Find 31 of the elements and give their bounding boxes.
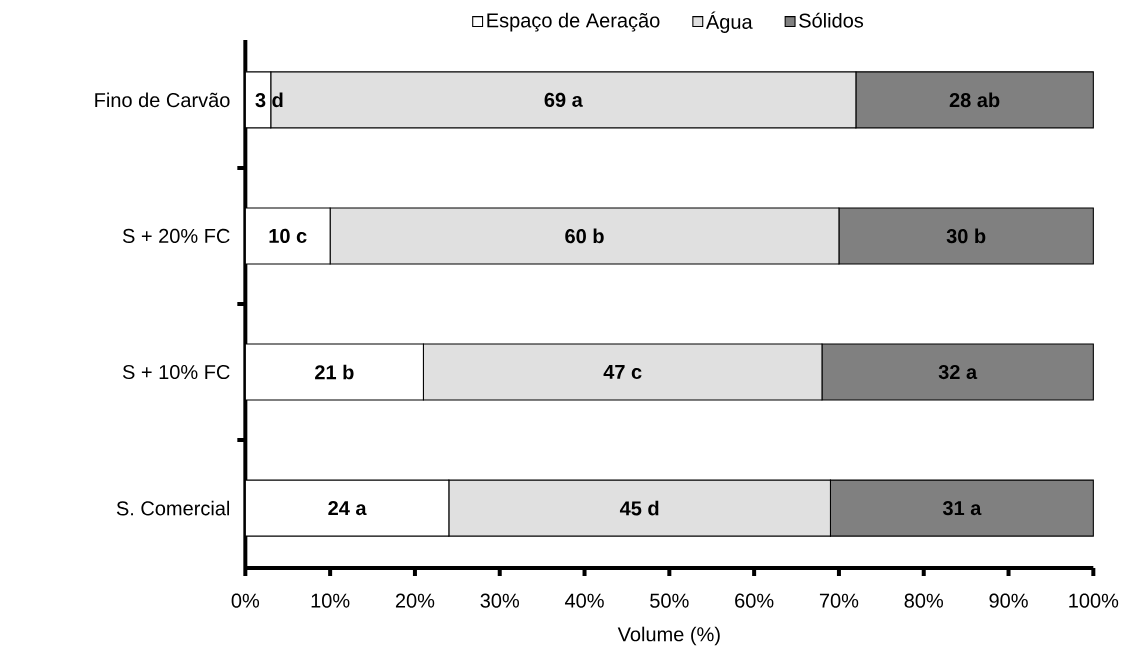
x-tick-label: 20% bbox=[395, 593, 435, 608]
data-label: 24 a bbox=[328, 501, 367, 516]
x-tick-label: 60% bbox=[735, 593, 774, 608]
y-tick-label: S + 10% FC bbox=[122, 364, 230, 380]
data-label: 60 b bbox=[565, 228, 604, 244]
legend-label: Sólidos bbox=[799, 12, 864, 28]
x-tick-label: 90% bbox=[989, 593, 1028, 608]
y-tick-label: Fino de Carvão bbox=[95, 92, 230, 108]
data-label: 32 a bbox=[938, 364, 978, 380]
data-label: 21 b bbox=[315, 364, 354, 380]
data-label: 69 a bbox=[544, 92, 583, 107]
data-label: 3 d bbox=[255, 92, 283, 108]
data-label: 45 d bbox=[619, 500, 659, 516]
data-label: 30 b bbox=[946, 228, 986, 244]
legend-label: Espaço de Aeração bbox=[487, 12, 660, 32]
x-tick-label: 100% bbox=[1069, 593, 1119, 608]
legend-label: Água bbox=[705, 11, 753, 33]
y-tick-label: S + 20% FC bbox=[122, 228, 230, 244]
y-tick-label: S. Comercial bbox=[116, 500, 230, 516]
x-axis-title: Volume (%) bbox=[617, 626, 720, 646]
data-label: 47 c bbox=[603, 365, 642, 379]
x-tick-label: 40% bbox=[564, 593, 604, 608]
data-label: 31 a bbox=[942, 501, 982, 516]
x-tick-label: 80% bbox=[904, 593, 944, 608]
x-tick-label: 0% bbox=[231, 593, 260, 608]
x-tick-label: 10% bbox=[311, 593, 350, 608]
data-label: 10 c bbox=[269, 228, 307, 244]
x-tick-label: 50% bbox=[650, 593, 689, 608]
x-tick-label: 70% bbox=[819, 593, 859, 608]
data-label: 28 ab bbox=[949, 92, 1000, 108]
x-tick-label: 30% bbox=[480, 593, 520, 608]
